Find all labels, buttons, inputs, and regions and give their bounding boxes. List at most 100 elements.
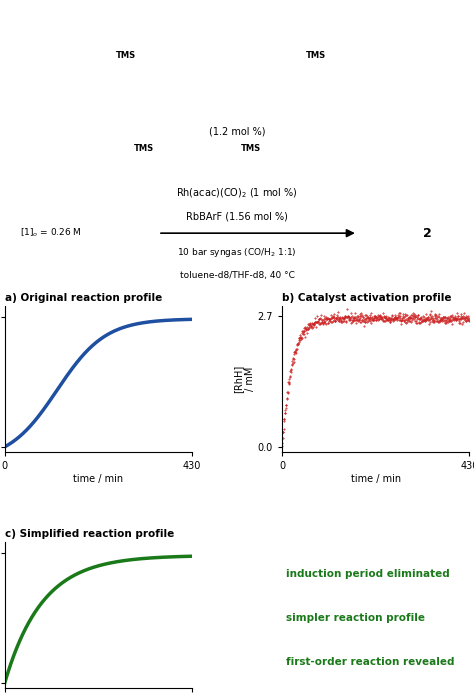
Point bbox=[384, 314, 392, 325]
Point bbox=[465, 312, 473, 323]
Point bbox=[290, 357, 297, 368]
Point bbox=[369, 314, 377, 325]
Text: TMS: TMS bbox=[134, 144, 154, 153]
Point bbox=[373, 313, 381, 324]
Point bbox=[463, 314, 471, 325]
Point bbox=[296, 334, 303, 345]
Point bbox=[279, 426, 287, 437]
Point bbox=[427, 311, 435, 322]
Point bbox=[321, 316, 328, 327]
Point bbox=[453, 312, 461, 323]
Point bbox=[292, 343, 300, 354]
Point bbox=[411, 311, 419, 322]
Point bbox=[326, 313, 334, 325]
Point bbox=[286, 370, 293, 381]
Point bbox=[428, 312, 435, 323]
Point bbox=[327, 309, 335, 320]
Point bbox=[415, 317, 423, 328]
Point bbox=[290, 354, 298, 365]
Point bbox=[299, 325, 307, 336]
Point bbox=[394, 313, 401, 324]
Point bbox=[308, 318, 316, 329]
Point bbox=[446, 314, 454, 325]
Point bbox=[464, 314, 472, 325]
Point bbox=[397, 314, 405, 325]
Point bbox=[370, 315, 378, 326]
Point bbox=[462, 315, 469, 326]
Point bbox=[419, 313, 427, 324]
Point bbox=[425, 313, 433, 325]
Point bbox=[441, 311, 449, 322]
Point bbox=[380, 316, 387, 327]
Point bbox=[316, 313, 323, 325]
Point bbox=[364, 313, 371, 324]
Point bbox=[419, 311, 427, 322]
Point bbox=[428, 305, 435, 316]
Point bbox=[377, 313, 385, 325]
Point bbox=[365, 313, 373, 324]
Point bbox=[334, 306, 342, 318]
Point bbox=[380, 310, 388, 321]
Point bbox=[395, 308, 403, 319]
Point bbox=[287, 366, 294, 377]
Point bbox=[293, 339, 301, 350]
Point bbox=[367, 318, 375, 329]
Point bbox=[329, 311, 337, 322]
Point bbox=[374, 314, 382, 325]
Point bbox=[366, 311, 374, 322]
Point bbox=[298, 333, 305, 344]
Point bbox=[419, 316, 426, 327]
Point bbox=[406, 311, 414, 322]
Point bbox=[379, 308, 387, 319]
Point bbox=[358, 314, 365, 325]
Point bbox=[325, 313, 333, 324]
Point bbox=[293, 343, 301, 354]
Point bbox=[381, 311, 388, 322]
Point bbox=[301, 321, 309, 332]
Point bbox=[359, 312, 366, 323]
Point bbox=[310, 320, 318, 331]
Point bbox=[392, 311, 400, 322]
Point bbox=[338, 313, 346, 324]
Point bbox=[392, 313, 399, 325]
Point bbox=[357, 311, 365, 322]
Point bbox=[293, 338, 301, 350]
Point bbox=[335, 316, 343, 327]
Point bbox=[403, 317, 411, 328]
Point bbox=[397, 315, 405, 326]
Point bbox=[346, 314, 354, 325]
Point bbox=[454, 313, 462, 325]
Point bbox=[409, 310, 417, 321]
Point bbox=[311, 313, 319, 324]
Point bbox=[415, 313, 423, 324]
Point bbox=[350, 315, 358, 326]
Point bbox=[396, 313, 404, 324]
Point bbox=[426, 318, 433, 329]
Point bbox=[297, 332, 305, 343]
Point bbox=[432, 313, 439, 324]
Point bbox=[412, 311, 419, 322]
Point bbox=[385, 312, 392, 323]
Point bbox=[360, 313, 367, 324]
Point bbox=[383, 311, 390, 322]
Point bbox=[393, 315, 401, 326]
Point bbox=[422, 308, 429, 319]
Point bbox=[377, 313, 384, 324]
Point bbox=[465, 313, 472, 325]
Point bbox=[324, 317, 332, 328]
Point bbox=[286, 371, 294, 382]
Point bbox=[287, 366, 294, 377]
Point bbox=[420, 315, 428, 326]
Point bbox=[435, 316, 443, 327]
Point bbox=[377, 311, 384, 322]
Point bbox=[398, 315, 406, 326]
Point bbox=[301, 322, 308, 334]
Text: TMS: TMS bbox=[306, 51, 326, 60]
Point bbox=[281, 408, 289, 419]
Point bbox=[383, 315, 391, 326]
Point bbox=[343, 312, 350, 323]
Point bbox=[283, 392, 291, 403]
Point bbox=[389, 313, 396, 324]
Point bbox=[341, 312, 348, 323]
Point bbox=[295, 335, 302, 346]
